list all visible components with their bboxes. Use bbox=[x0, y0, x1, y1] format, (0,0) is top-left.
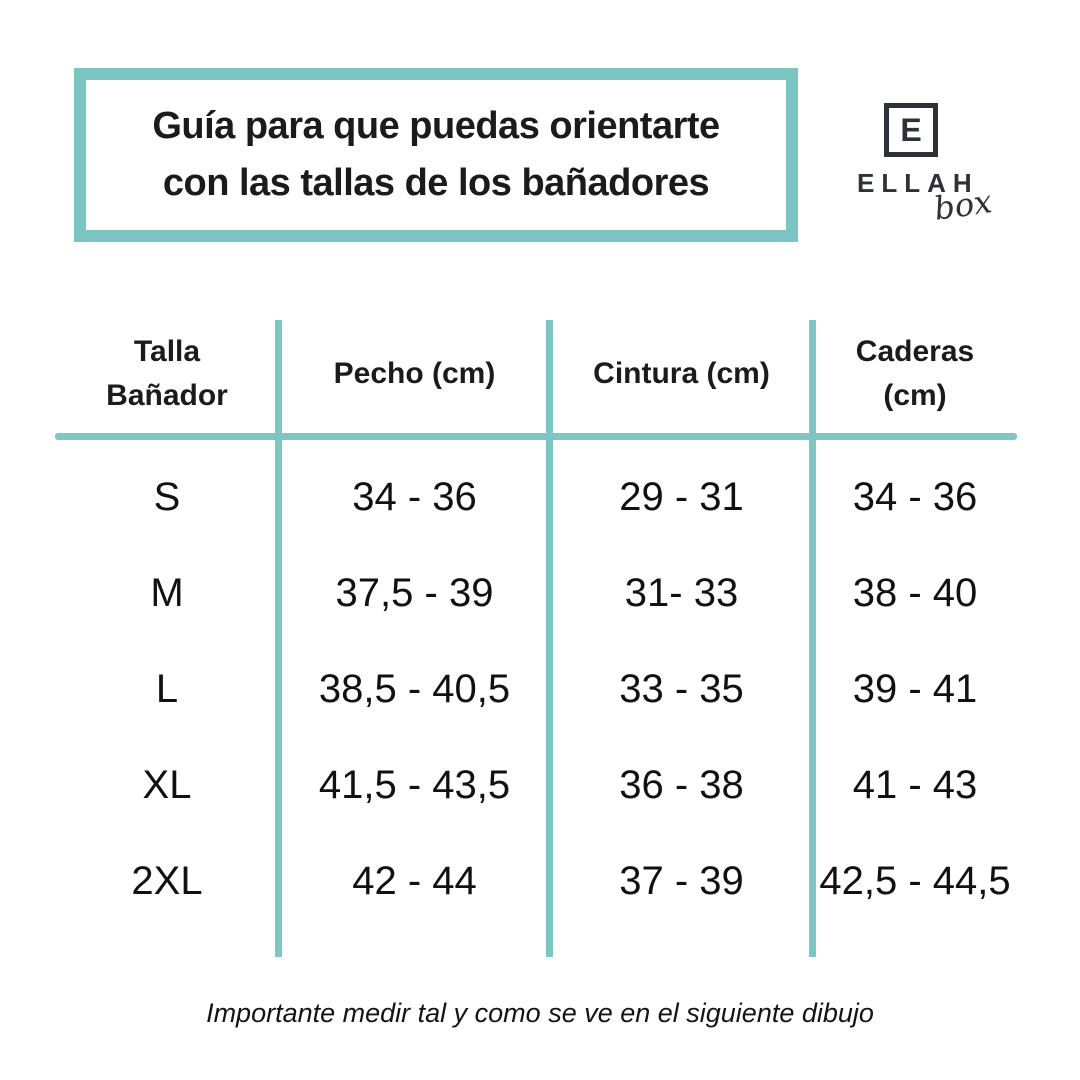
table-header-row: Talla Bañador Pecho (cm) Cintura (cm) Ca… bbox=[55, 318, 1017, 430]
cell-caderas: 38 - 40 bbox=[852, 570, 978, 615]
logo-monogram-frame: E bbox=[884, 103, 938, 157]
cell-size: XL bbox=[142, 762, 192, 807]
cell-size: L bbox=[155, 666, 179, 711]
header-caderas: Caderas (cm) bbox=[855, 335, 975, 412]
cell-pecho: 42 - 44 bbox=[352, 858, 477, 903]
cell-size: M bbox=[150, 570, 184, 615]
cell-size: S bbox=[153, 474, 181, 519]
cell-cintura: 33 - 35 bbox=[619, 666, 744, 711]
table-row: XL 41,5 - 43,5 36 - 38 41 - 43 bbox=[55, 737, 1017, 833]
logo-sub-script: box bbox=[931, 182, 995, 228]
cell-caderas: 41 - 43 bbox=[852, 762, 978, 807]
column-divider-3 bbox=[809, 320, 816, 957]
table-row: 2XL 42 - 44 37 - 39 42,5 - 44,5 bbox=[55, 833, 1017, 929]
size-table: Talla Bañador Pecho (cm) Cintura (cm) Ca… bbox=[55, 318, 1017, 958]
column-divider-1 bbox=[275, 320, 282, 957]
title-box: Guía para que puedas orientarte con las … bbox=[74, 68, 798, 242]
cell-pecho: 41,5 - 43,5 bbox=[318, 762, 511, 807]
cell-pecho: 34 - 36 bbox=[352, 474, 477, 519]
cell-cintura: 31- 33 bbox=[624, 570, 739, 615]
brand-logo: E ELLAH box bbox=[850, 100, 1010, 230]
cell-cintura: 37 - 39 bbox=[619, 858, 744, 903]
cell-caderas: 39 - 41 bbox=[852, 666, 978, 711]
table-body: S 34 - 36 29 - 31 34 - 36 M 37,5 - 39 31… bbox=[55, 449, 1017, 929]
column-divider-2 bbox=[546, 320, 553, 957]
cell-cintura: 36 - 38 bbox=[619, 762, 744, 807]
cell-pecho: 38,5 - 40,5 bbox=[318, 666, 511, 711]
header-cintura: Cintura (cm) bbox=[593, 357, 770, 390]
table-row: L 38,5 - 40,5 33 - 35 39 - 41 bbox=[55, 641, 1017, 737]
cell-size: 2XL bbox=[131, 858, 203, 903]
table-row: M 37,5 - 39 31- 33 38 - 40 bbox=[55, 545, 1017, 641]
logo-brand-name: ELLAH bbox=[857, 168, 979, 198]
logo-monogram-letter: E bbox=[900, 112, 922, 148]
cell-caderas: 42,5 - 44,5 bbox=[819, 858, 1011, 903]
measuring-note: Importante medir tal y como se ve en el … bbox=[206, 998, 874, 1028]
header-pecho: Pecho (cm) bbox=[333, 357, 496, 390]
header-rule bbox=[55, 433, 1017, 440]
cell-caderas: 34 - 36 bbox=[852, 474, 978, 519]
cell-pecho: 37,5 - 39 bbox=[335, 570, 494, 615]
header-talla: Talla Bañador bbox=[106, 335, 228, 412]
table-row: S 34 - 36 29 - 31 34 - 36 bbox=[55, 449, 1017, 545]
page-title: Guía para que puedas orientarte con las … bbox=[152, 105, 720, 204]
cell-cintura: 29 - 31 bbox=[619, 474, 744, 519]
